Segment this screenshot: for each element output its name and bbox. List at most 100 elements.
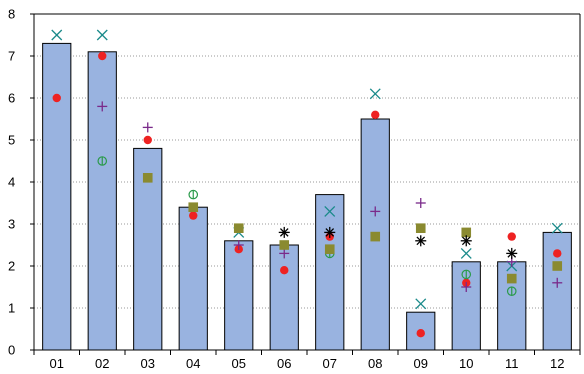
marker-square-05	[233, 223, 244, 233]
marker-square	[415, 223, 426, 233]
axes	[30, 13, 581, 355]
marker-x-stroke	[415, 298, 427, 310]
marker-square	[506, 273, 517, 284]
marker-plus-08	[370, 206, 381, 217]
marker-square	[370, 231, 381, 242]
marker-x-stroke	[460, 247, 472, 259]
y-tick-label: 5	[8, 133, 15, 148]
marker-dot	[553, 249, 562, 258]
y-tick-label: 1	[8, 301, 15, 316]
marker-square-08	[370, 231, 381, 242]
marker-circle-03	[143, 135, 152, 145]
marker-asterisk-stroke	[461, 236, 471, 246]
marker-dot	[189, 211, 198, 220]
y-tick-label: 6	[8, 91, 15, 106]
marker-asterisk-09	[415, 235, 427, 247]
bar-07	[315, 194, 345, 351]
marker-x-stroke	[324, 205, 336, 217]
x-tick-label: 05	[232, 356, 246, 371]
marker-square	[461, 227, 472, 238]
marker-x-02	[96, 29, 108, 41]
marker-plus-02	[97, 101, 108, 112]
marker-circle-bar-04	[188, 189, 199, 200]
x-tick-label: 09	[414, 356, 428, 371]
marker-dot	[507, 232, 516, 241]
x-tick-label: 06	[277, 356, 291, 371]
marker-x-01	[51, 29, 63, 41]
x-tick-label: 08	[368, 356, 382, 371]
marker-x-stroke	[369, 88, 381, 100]
bar-08	[360, 118, 390, 351]
marker-square-12	[552, 261, 563, 271]
y-tick-label: 8	[8, 7, 15, 22]
bar-05	[224, 240, 254, 351]
marker-asterisk-11	[506, 247, 518, 259]
marker-square-06	[279, 240, 290, 250]
marker-plus-09	[415, 198, 426, 208]
marker-asterisk-stroke	[507, 249, 517, 258]
bar-04	[178, 206, 208, 351]
data-markers	[51, 29, 563, 338]
marker-dot	[280, 266, 289, 275]
marker-x-stroke	[551, 222, 563, 234]
x-tick-label: 12	[550, 356, 564, 371]
x-tick-label: 11	[505, 356, 519, 371]
x-tick-label: 03	[141, 356, 155, 371]
marker-square-04	[188, 202, 199, 212]
marker-square-07	[324, 244, 335, 254]
bar-06	[269, 244, 299, 351]
y-tick-label: 0	[8, 343, 15, 358]
marker-circle-bar-02	[97, 156, 108, 166]
marker-square	[279, 240, 290, 250]
y-tick-label: 2	[8, 259, 15, 274]
marker-circle-01	[52, 93, 61, 103]
y-tick-label: 3	[8, 217, 15, 232]
marker-square	[188, 202, 199, 212]
marker-dot	[371, 110, 380, 120]
y-axis-tick-labels: 0 1 2 3 4 5 6 7 8	[8, 7, 15, 358]
marker-x-10	[460, 247, 472, 259]
marker-plus-12	[552, 277, 563, 288]
marker-plus-06	[279, 248, 290, 259]
marker-dot	[52, 93, 61, 103]
marker-asterisk-stroke	[416, 236, 426, 246]
y-tick-label: 7	[8, 49, 15, 64]
marker-x-12	[551, 222, 563, 234]
marker-x-07	[324, 205, 336, 217]
x-tick-label: 01	[50, 356, 64, 371]
marker-circle-09	[416, 329, 425, 338]
x-tick-label: 10	[459, 356, 473, 371]
marker-dot	[98, 51, 107, 61]
marker-circle-11	[507, 232, 516, 241]
marker-x-09	[415, 298, 427, 310]
marker-circle-04	[189, 211, 198, 220]
marker-circle-02	[98, 51, 107, 61]
x-tick-label: 07	[323, 356, 337, 371]
marker-plus-10	[461, 282, 472, 292]
marker-x-stroke	[96, 29, 108, 41]
marker-plus-05	[233, 240, 244, 250]
marker-square-09	[415, 223, 426, 233]
grid-lines	[34, 55, 580, 309]
marker-square	[233, 223, 244, 233]
marker-dot	[416, 329, 425, 338]
marker-asterisk-06	[278, 226, 290, 238]
x-tick-label: 04	[186, 356, 200, 371]
marker-circle-08	[371, 110, 380, 120]
marker-asterisk-stroke	[279, 228, 289, 237]
y-tick-label: 4	[8, 175, 15, 190]
marker-square-10	[461, 227, 472, 238]
marker-circle-12	[553, 249, 562, 258]
marker-square-03	[142, 173, 153, 183]
marker-square	[552, 261, 563, 271]
marker-square	[324, 244, 335, 254]
bar-02	[87, 51, 117, 351]
marker-asterisk-07	[324, 226, 336, 238]
marker-asterisk-10	[460, 235, 472, 247]
marker-x-stroke	[51, 29, 63, 41]
x-tick-label: 02	[95, 356, 109, 371]
marker-circle-bar-10	[461, 269, 472, 280]
bar-01	[42, 42, 72, 351]
marker-x-08	[369, 88, 381, 100]
